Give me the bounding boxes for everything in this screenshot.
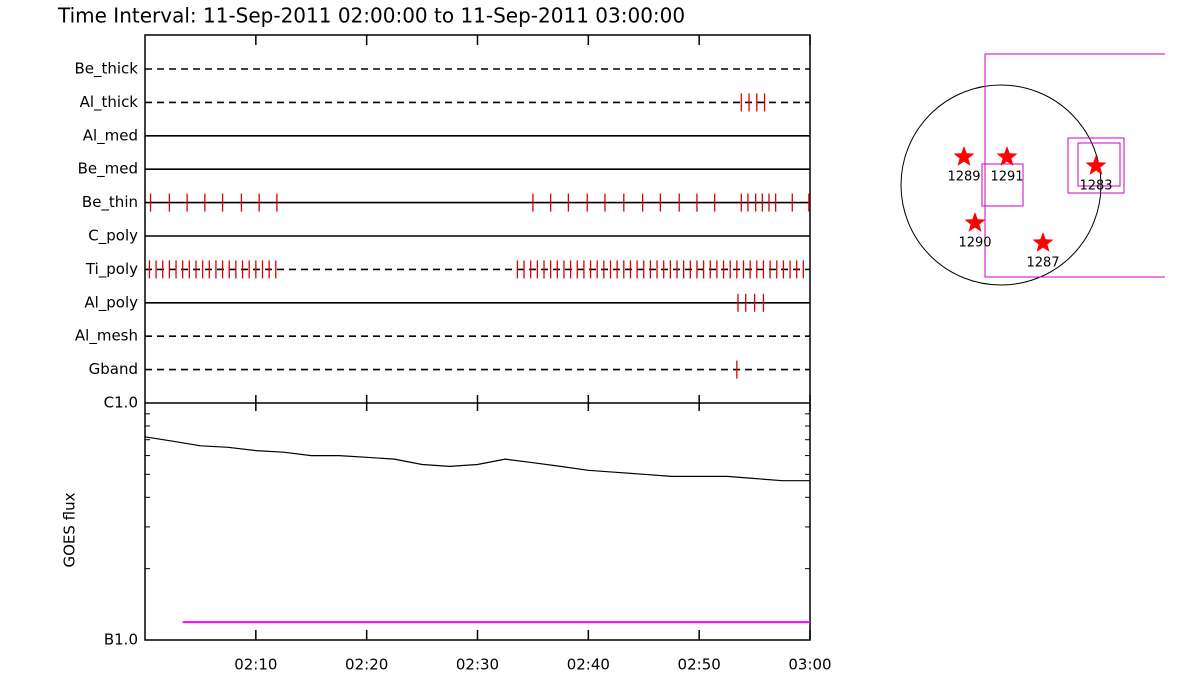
row-label: Be_thick	[74, 60, 138, 79]
x-tick-label: 02:30	[456, 656, 499, 674]
y-axis-label: GOES flux	[61, 492, 79, 567]
plot-frame	[144, 34, 811, 641]
region-star	[964, 212, 986, 232]
row-label: Al_med	[83, 126, 138, 145]
region-label: 1287	[1026, 256, 1059, 271]
row-label: Ti_poly	[85, 260, 138, 279]
region-label: 1291	[990, 170, 1023, 185]
y-tick-label: C1.0	[104, 394, 138, 412]
x-tick-label: 02:20	[345, 656, 388, 674]
region-star	[1032, 232, 1054, 252]
region-star	[953, 146, 975, 166]
x-tick-label: 03:00	[788, 656, 831, 674]
solar-disk	[900, 84, 1102, 286]
row-label: Al_poly	[84, 293, 138, 312]
region-label: 1283	[1079, 179, 1112, 194]
x-tick-label: 02:40	[567, 656, 610, 674]
y-tick-label: B1.0	[104, 631, 138, 649]
fov-box	[984, 53, 1165, 278]
sun-map: 1289 1291 1283 1290 1287	[900, 53, 1165, 286]
fov-box	[1077, 142, 1121, 187]
region-star	[1085, 155, 1107, 175]
x-tick-label: 02:10	[234, 656, 277, 674]
fov-box	[1067, 137, 1125, 194]
row-label: Be_med	[78, 160, 138, 179]
row-label: C_poly	[88, 227, 138, 246]
region-label: 1289	[947, 170, 980, 185]
row-label: Be_thin	[82, 193, 138, 212]
row-label: Al_thick	[80, 93, 139, 112]
chart-title: Time Interval: 11-Sep-2011 02:00:00 to 1…	[57, 4, 685, 28]
region-label: 1290	[958, 236, 991, 251]
region-star	[996, 146, 1018, 166]
row-label: Gband	[89, 360, 138, 378]
flux-line	[144, 436, 810, 482]
row-label: Al_mesh	[75, 327, 138, 346]
x-tick-label: 02:50	[678, 656, 721, 674]
